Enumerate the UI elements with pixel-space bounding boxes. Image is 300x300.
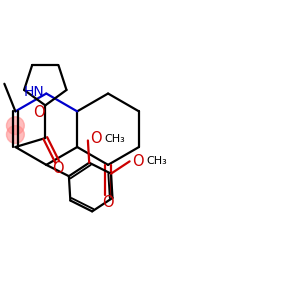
Circle shape	[7, 117, 24, 134]
Text: CH₃: CH₃	[146, 156, 167, 166]
Text: HN: HN	[23, 85, 44, 99]
Circle shape	[7, 126, 24, 143]
Text: O: O	[52, 161, 64, 176]
Text: O: O	[90, 131, 102, 146]
Text: O: O	[33, 105, 45, 120]
Text: CH₃: CH₃	[104, 134, 125, 144]
Text: O: O	[132, 154, 144, 169]
Text: O: O	[102, 194, 114, 209]
